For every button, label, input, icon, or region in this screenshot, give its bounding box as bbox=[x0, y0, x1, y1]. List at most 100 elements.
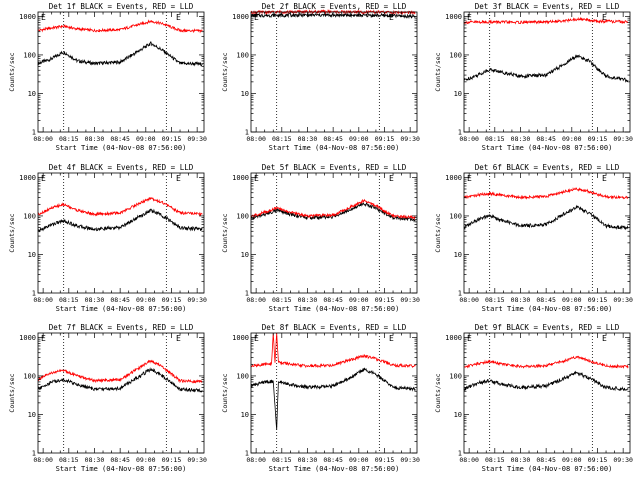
lld-series-line bbox=[463, 355, 629, 369]
y-tick-label: 10 bbox=[241, 90, 249, 98]
y-tick-label: 1 bbox=[245, 450, 249, 458]
x-tick-label: 09:15 bbox=[375, 456, 395, 464]
events-series-line bbox=[37, 367, 203, 393]
y-tick-label: 100 bbox=[449, 212, 462, 220]
y-tick-label: 1 bbox=[245, 129, 249, 137]
y-tick-label: 1000 bbox=[19, 174, 36, 182]
x-axis-label: Start Time (04-Nov-08 07:56:00) bbox=[56, 144, 187, 152]
y-tick-label: 100 bbox=[23, 372, 36, 380]
x-tick-label: 09:30 bbox=[613, 456, 633, 464]
y-tick-label: 1 bbox=[458, 129, 462, 137]
x-tick-label: 08:45 bbox=[536, 135, 556, 143]
x-tick-label: 08:00 bbox=[33, 135, 53, 143]
x-axis-label: Start Time (04-Nov-08 07:56:00) bbox=[482, 144, 613, 152]
y-axis-label: Counts/sec bbox=[434, 373, 442, 412]
x-tick-label: 09:15 bbox=[162, 456, 182, 464]
y-tick-label: 1000 bbox=[445, 13, 462, 21]
y-tick-label: 1000 bbox=[232, 174, 249, 182]
x-tick-label: 09:15 bbox=[588, 296, 608, 304]
x-tick-label: 08:00 bbox=[246, 135, 266, 143]
x-tick-label: 09:30 bbox=[613, 135, 633, 143]
panel-title: Det 3f BLACK = Events, RED = LLD bbox=[475, 2, 620, 11]
x-axis-label: Start Time (04-Nov-08 07:56:00) bbox=[482, 305, 613, 313]
x-axis-label: Start Time (04-Nov-08 07:56:00) bbox=[56, 305, 187, 313]
x-tick-label: 09:30 bbox=[400, 456, 420, 464]
panel-title: Det 2f BLACK = Events, RED = LLD bbox=[262, 2, 407, 11]
panel-det-9: Det 9f BLACK = Events, RED = LLD 1 10 100 10… bbox=[434, 323, 633, 473]
events-series-line bbox=[37, 41, 203, 67]
x-axis-label: Start Time (04-Nov-08 07:56:00) bbox=[269, 305, 400, 313]
x-tick-label: 08:00 bbox=[459, 135, 479, 143]
corner-mark-e: E bbox=[41, 174, 46, 183]
panel-title: Det 8f BLACK = Events, RED = LLD bbox=[262, 323, 407, 332]
x-tick-label: 08:00 bbox=[33, 456, 53, 464]
y-axis-label: Counts/sec bbox=[434, 213, 442, 252]
x-tick-label: 08:15 bbox=[59, 296, 79, 304]
panel-title: Det 6f BLACK = Events, RED = LLD bbox=[475, 163, 620, 172]
x-tick-label: 09:30 bbox=[187, 456, 207, 464]
x-tick-label: 09:00 bbox=[136, 135, 156, 143]
panel-title: Det 4f BLACK = Events, RED = LLD bbox=[49, 163, 194, 172]
y-tick-label: 1000 bbox=[445, 334, 462, 342]
panel-title: Det 9f BLACK = Events, RED = LLD bbox=[475, 323, 620, 332]
corner-mark-e: E bbox=[467, 174, 472, 183]
y-tick-label: 1 bbox=[32, 129, 36, 137]
x-tick-label: 08:30 bbox=[85, 135, 105, 143]
corner-mark-e: E bbox=[389, 13, 394, 22]
x-tick-label: 08:00 bbox=[246, 296, 266, 304]
panel-det-3: Det 3f BLACK = Events, RED = LLD 1 10 100 10… bbox=[434, 2, 633, 152]
x-tick-label: 08:30 bbox=[298, 456, 318, 464]
y-tick-label: 10 bbox=[241, 251, 249, 259]
y-axis-label: Counts/sec bbox=[434, 52, 442, 91]
y-tick-label: 100 bbox=[23, 51, 36, 59]
y-tick-label: 10 bbox=[454, 90, 462, 98]
panel-det-6: Det 6f BLACK = Events, RED = LLD 1 10 100 10… bbox=[434, 163, 633, 313]
x-tick-label: 08:00 bbox=[459, 456, 479, 464]
lld-series-line bbox=[37, 19, 203, 34]
x-tick-label: 09:00 bbox=[136, 456, 156, 464]
y-axis-label: Counts/sec bbox=[8, 373, 16, 412]
lld-series-line bbox=[250, 198, 416, 221]
panel-title: Det 1f BLACK = Events, RED = LLD bbox=[49, 2, 194, 11]
plot-frame bbox=[463, 332, 631, 454]
lld-series-line bbox=[463, 16, 629, 25]
x-axis-label: Start Time (04-Nov-08 07:56:00) bbox=[56, 465, 187, 473]
events-series-line bbox=[463, 204, 629, 231]
corner-mark-e: E bbox=[389, 174, 394, 183]
x-tick-label: 08:15 bbox=[272, 135, 292, 143]
x-tick-label: 08:30 bbox=[511, 296, 531, 304]
plot-frame bbox=[37, 11, 205, 133]
x-tick-label: 08:30 bbox=[298, 135, 318, 143]
x-tick-label: 08:15 bbox=[272, 296, 292, 304]
x-tick-label: 09:15 bbox=[588, 456, 608, 464]
corner-mark-e: E bbox=[254, 13, 259, 22]
x-tick-label: 08:45 bbox=[110, 456, 130, 464]
y-tick-label: 10 bbox=[241, 411, 249, 419]
x-tick-label: 08:45 bbox=[536, 456, 556, 464]
y-tick-label: 10 bbox=[28, 411, 36, 419]
x-axis-label: Start Time (04-Nov-08 07:56:00) bbox=[269, 465, 400, 473]
x-tick-label: 08:45 bbox=[110, 135, 130, 143]
x-tick-label: 09:00 bbox=[349, 135, 369, 143]
lld-series-line bbox=[463, 187, 629, 200]
lld-series-line bbox=[250, 332, 416, 369]
y-tick-label: 10 bbox=[28, 90, 36, 98]
x-axis-label: Start Time (04-Nov-08 07:56:00) bbox=[482, 465, 613, 473]
y-tick-label: 100 bbox=[23, 212, 36, 220]
x-tick-label: 09:15 bbox=[588, 135, 608, 143]
panel-det-5: Det 5f BLACK = Events, RED = LLD 1 10 100 10… bbox=[221, 163, 420, 313]
y-tick-label: 1000 bbox=[19, 334, 36, 342]
y-tick-label: 100 bbox=[236, 212, 249, 220]
corner-mark-e: E bbox=[602, 174, 607, 183]
x-tick-label: 08:30 bbox=[511, 456, 531, 464]
x-tick-label: 09:00 bbox=[562, 296, 582, 304]
y-tick-label: 1000 bbox=[232, 334, 249, 342]
corner-mark-e: E bbox=[176, 13, 181, 22]
x-tick-label: 08:15 bbox=[485, 135, 505, 143]
lld-series-line bbox=[37, 359, 203, 384]
y-tick-label: 1 bbox=[32, 290, 36, 298]
x-tick-label: 09:30 bbox=[187, 296, 207, 304]
y-axis-label: Counts/sec bbox=[221, 213, 229, 252]
events-series-line bbox=[250, 367, 416, 430]
